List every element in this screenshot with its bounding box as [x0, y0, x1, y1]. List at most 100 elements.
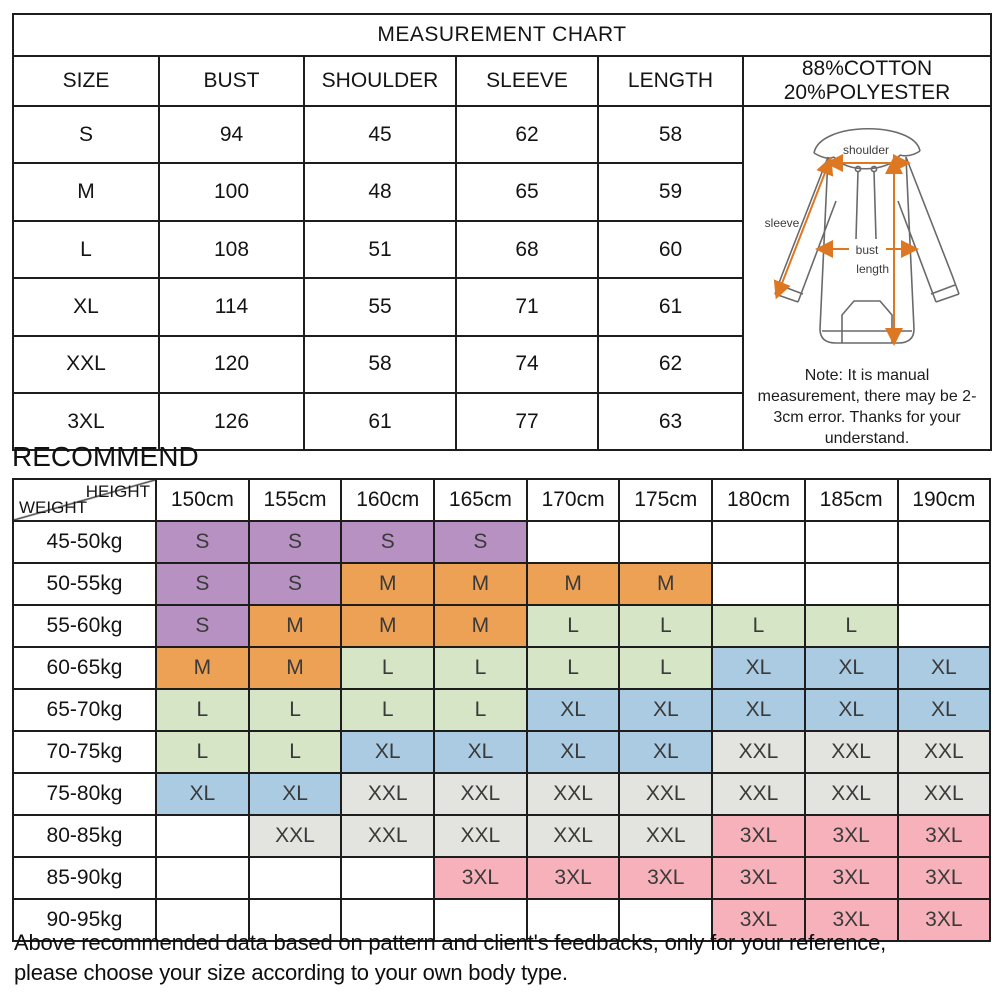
size-value: L	[12, 219, 160, 280]
sleeve-value: 68	[455, 219, 599, 280]
shoulder-label: shoulder	[843, 143, 889, 157]
height-header: 180cm	[711, 478, 806, 522]
size-cell: M	[433, 604, 528, 648]
size-value: XL	[12, 277, 160, 337]
size-cell: M	[247, 604, 343, 648]
length-value: 63	[597, 392, 744, 452]
shoulder-value: 55	[303, 277, 457, 337]
empty-cell	[155, 856, 250, 900]
col-header-bust: BUST	[158, 55, 305, 107]
length-value: 59	[597, 162, 744, 222]
height-header: 155cm	[247, 478, 343, 522]
size-cell: XXL	[525, 772, 621, 816]
size-cell: XXL	[433, 814, 528, 858]
recommend-title: RECOMMEND	[12, 441, 199, 472]
empty-cell	[525, 520, 621, 564]
size-cell: L	[340, 688, 436, 732]
empty-cell	[711, 520, 806, 564]
size-cell: XXL	[618, 772, 714, 816]
size-cell: L	[155, 688, 250, 732]
footer-line-2: please choose your size according to you…	[14, 959, 568, 985]
size-cell: 3XL	[896, 814, 992, 858]
weight-corner-label: WEIGHT	[19, 498, 87, 517]
empty-cell	[618, 898, 714, 942]
weight-label: 90-95kg	[12, 898, 157, 942]
size-cell: XXL	[896, 772, 992, 816]
size-cell: M	[525, 562, 621, 606]
size-cell: S	[247, 520, 343, 564]
size-cell: XL	[340, 730, 436, 774]
size-cell: 3XL	[896, 856, 992, 900]
measurement-row-3xl: 3XL 126 61 77 63	[12, 392, 991, 452]
size-cell: XL	[896, 646, 992, 690]
sleeve-value: 71	[455, 277, 599, 337]
recommend-row: 85-90kg 3XL 3XL 3XL 3XL 3XL 3XL	[12, 856, 992, 900]
size-cell: L	[247, 688, 343, 732]
height-header: 170cm	[525, 478, 621, 522]
col-header-length: LENGTH	[597, 55, 744, 107]
shoulder-value: 45	[303, 104, 457, 165]
size-cell: XXL	[247, 814, 343, 858]
length-value: 58	[597, 104, 744, 165]
recommend-row: 50-55kg S S M M M M	[12, 562, 992, 606]
empty-cell	[433, 898, 528, 942]
recommend-row: 70-75kg L L XL XL XL XL XXL XXL XXL	[12, 730, 992, 774]
empty-cell	[896, 562, 992, 606]
size-cell: S	[155, 520, 250, 564]
size-cell: XL	[247, 772, 343, 816]
length-value: 62	[597, 334, 744, 395]
hoodie-outline	[774, 128, 960, 344]
sleeve-value: 77	[455, 392, 599, 452]
recommend-row: 60-65kg M M L L L L XL XL XL	[12, 646, 992, 690]
empty-cell	[340, 898, 436, 942]
size-cell: S	[155, 604, 250, 648]
size-value: 3XL	[12, 392, 160, 452]
weight-label: 60-65kg	[12, 646, 157, 690]
sleeve-value: 62	[455, 104, 599, 165]
height-weight-corner-cell: HEIGHT WEIGHT	[12, 478, 157, 522]
size-cell: L	[340, 646, 436, 690]
empty-cell	[896, 604, 992, 648]
shoulder-value: 58	[303, 334, 457, 395]
size-cell: XXL	[711, 730, 806, 774]
size-cell: M	[247, 646, 343, 690]
measurement-row-l: L 108 51 68 60	[12, 219, 991, 280]
recommend-row: 65-70kg L L L L XL XL XL XL XL	[12, 688, 992, 732]
empty-cell	[247, 856, 343, 900]
height-header: 190cm	[896, 478, 992, 522]
size-cell: L	[433, 646, 528, 690]
size-cell: L	[803, 604, 899, 648]
size-cell: 3XL	[711, 856, 806, 900]
height-header: 175cm	[618, 478, 714, 522]
footer-note: Above recommended data based on pattern …	[14, 928, 989, 987]
size-cell: S	[247, 562, 343, 606]
measurement-arrows	[773, 154, 919, 346]
empty-cell	[711, 562, 806, 606]
bust-label: bust	[856, 243, 879, 257]
measurement-note: Note: It is manual measurement, there ma…	[757, 367, 977, 448]
size-cell: 3XL	[618, 856, 714, 900]
bust-value: 94	[158, 104, 305, 165]
size-cell: XXL	[340, 814, 436, 858]
empty-cell	[896, 520, 992, 564]
size-cell: 3XL	[711, 898, 806, 942]
size-cell: 3XL	[896, 898, 992, 942]
size-cell: L	[525, 604, 621, 648]
size-cell: XL	[711, 646, 806, 690]
size-cell: XXL	[525, 814, 621, 858]
shoulder-value: 48	[303, 162, 457, 222]
empty-cell	[525, 898, 621, 942]
sleeve-label: sleeve	[765, 216, 800, 230]
sleeve-value: 74	[455, 334, 599, 395]
weight-label: 80-85kg	[12, 814, 157, 858]
size-cell: M	[433, 562, 528, 606]
size-cell: 3XL	[803, 898, 899, 942]
measurement-row-m: M 100 48 65 59	[12, 162, 991, 222]
hoodie-diagram-cell: shoulder sleeve bust length Note: It is …	[741, 104, 993, 452]
empty-cell	[340, 856, 436, 900]
size-cell: L	[618, 646, 714, 690]
col-header-shoulder: SHOULDER	[303, 55, 457, 107]
length-value: 61	[597, 277, 744, 337]
size-cell: XXL	[803, 772, 899, 816]
size-cell: M	[340, 562, 436, 606]
